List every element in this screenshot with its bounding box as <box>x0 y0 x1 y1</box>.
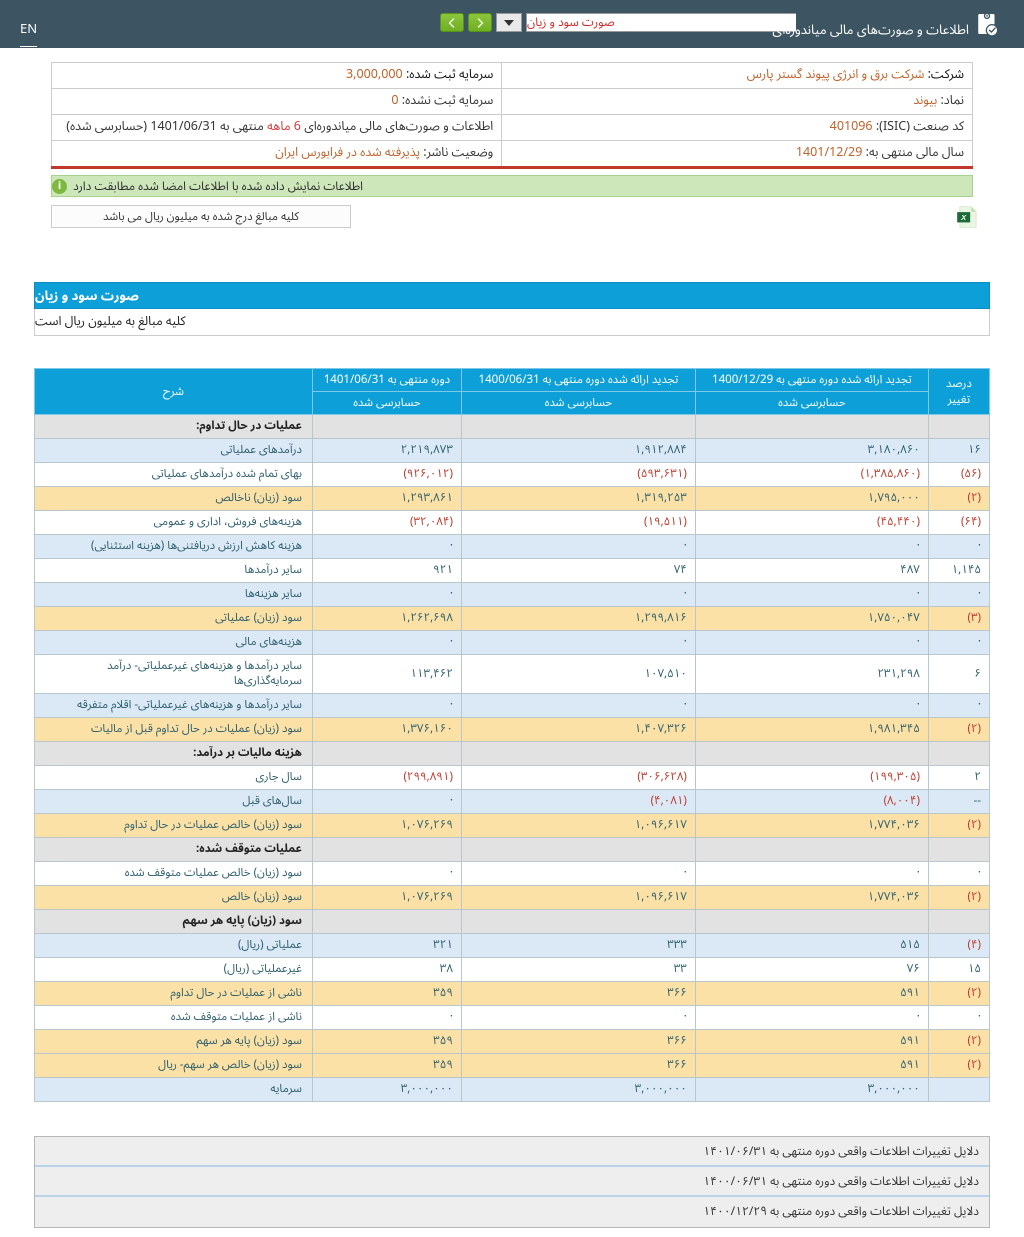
svg-text:X: X <box>960 213 967 222</box>
